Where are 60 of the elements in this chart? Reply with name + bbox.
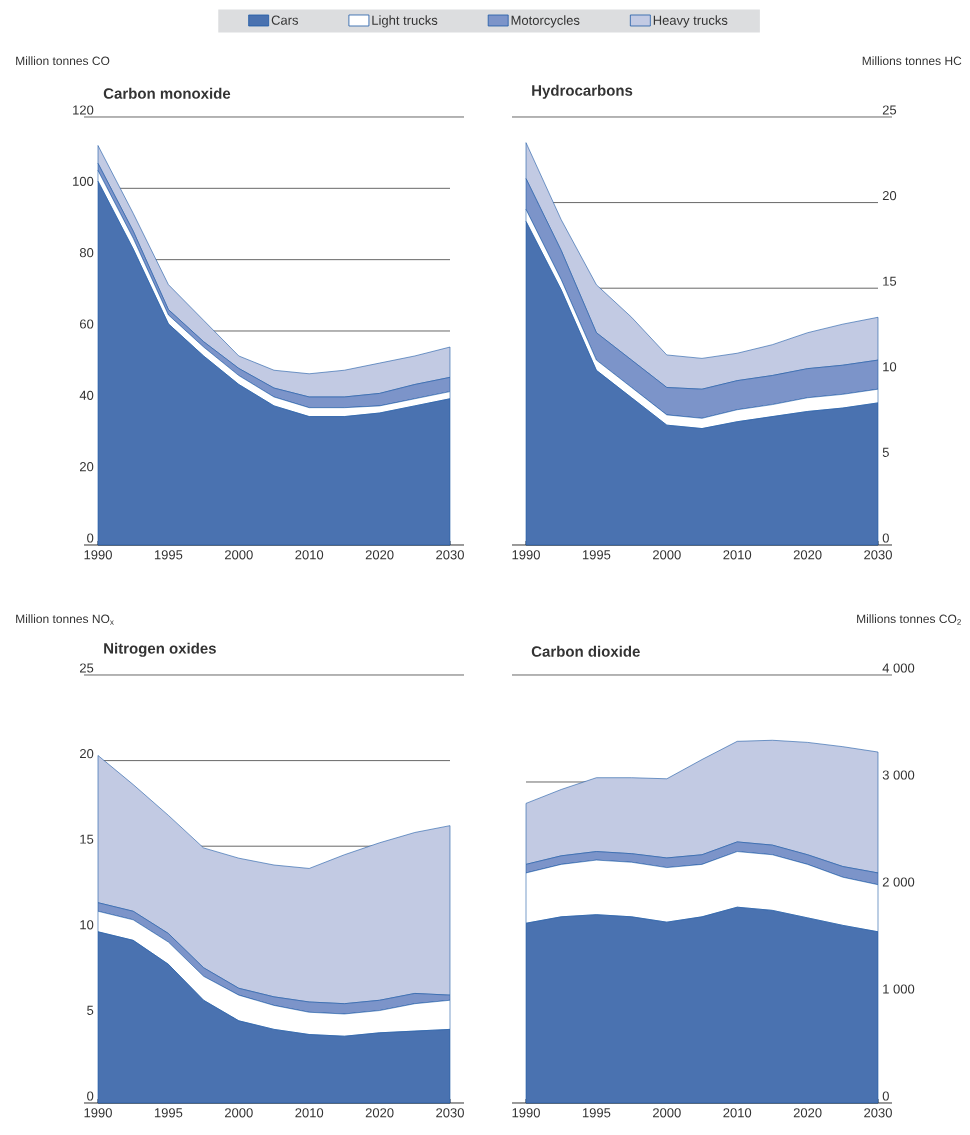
x-tick-label: 2010 <box>723 550 752 560</box>
x-tick-label: 1990 <box>84 550 112 560</box>
x-tick-label: 1995 <box>582 1108 611 1118</box>
y-tick-label: 15 <box>883 276 897 286</box>
legend-label: Cars <box>271 15 299 25</box>
y-tick-label: 100 <box>73 176 94 186</box>
y-axis-title: Million tonnes CO <box>16 56 110 66</box>
y-tick-label: 0 <box>87 1091 94 1101</box>
y-tick-label: 3 000 <box>882 770 915 780</box>
chart-title: Carbon monoxide <box>103 87 231 99</box>
y-tick-label: 15 <box>80 834 94 844</box>
y-tick-label: 2 000 <box>882 877 915 887</box>
chart-title: Nitrogen oxides <box>104 642 216 657</box>
y-tick-label: 120 <box>73 105 94 115</box>
x-tick-label: 2020 <box>793 1108 822 1118</box>
y-tick-label: 25 <box>882 105 897 115</box>
x-tick-label: 2000 <box>225 1108 253 1118</box>
y-axis-title: Millions tonnes CO$_{2}$ <box>857 614 961 625</box>
x-tick-label: 1990 <box>512 550 540 560</box>
x-tick-label: 2020 <box>365 1108 394 1118</box>
x-tick-label: 1990 <box>512 1108 540 1118</box>
y-tick-label: 25 <box>80 663 94 673</box>
y-tick-label: 20 <box>80 748 94 759</box>
y-tick-label: 0 <box>87 533 94 543</box>
y-tick-label: 20 <box>80 462 94 472</box>
y-tick-label: 60 <box>80 319 94 329</box>
x-tick-label: 2000 <box>653 550 681 560</box>
x-tick-label: 2010 <box>295 550 324 560</box>
x-tick-label: 2010 <box>295 1108 324 1118</box>
y-tick-label: 10 <box>883 362 897 372</box>
y-axis-title: Millions tonnes HC <box>862 56 962 66</box>
x-tick-label: 2000 <box>225 550 253 560</box>
legend-label: Light trucks <box>372 15 438 28</box>
x-tick-label: 2020 <box>365 550 394 560</box>
x-tick-label: 2010 <box>723 1108 752 1118</box>
x-tick-label: 2000 <box>653 1108 681 1118</box>
y-tick-label: 0 <box>882 533 889 543</box>
y-tick-label: 1 000 <box>883 984 915 994</box>
y-tick-label: 5 <box>87 1005 94 1015</box>
legend-label: Motorcycles <box>511 15 580 28</box>
x-tick-label: 2020 <box>793 550 822 560</box>
y-axis-title: Million tonnes NO$_{x}$ <box>16 614 114 625</box>
y-tick-label: 40 <box>79 390 94 400</box>
x-tick-label: 2030 <box>864 550 892 560</box>
y-tick-label: 10 <box>80 920 94 930</box>
x-tick-label: 1990 <box>84 1108 112 1118</box>
x-tick-label: 2030 <box>436 1108 464 1118</box>
chart-title: Hydrocarbons <box>532 84 633 99</box>
y-tick-label: 4 000 <box>882 663 915 673</box>
y-tick-label: 5 <box>882 447 889 457</box>
x-tick-label: 1995 <box>582 550 611 560</box>
chart-title: Carbon dioxide <box>531 645 640 657</box>
x-tick-label: 2030 <box>864 1108 892 1118</box>
x-tick-label: 1995 <box>154 1108 183 1118</box>
y-tick-label: 0 <box>882 1091 889 1101</box>
x-tick-label: 1995 <box>154 550 183 560</box>
y-tick-label: 80 <box>79 248 94 258</box>
y-tick-label: 20 <box>882 190 897 201</box>
legend-label: Heavy trucks <box>653 15 728 28</box>
x-tick-label: 2030 <box>436 550 464 560</box>
